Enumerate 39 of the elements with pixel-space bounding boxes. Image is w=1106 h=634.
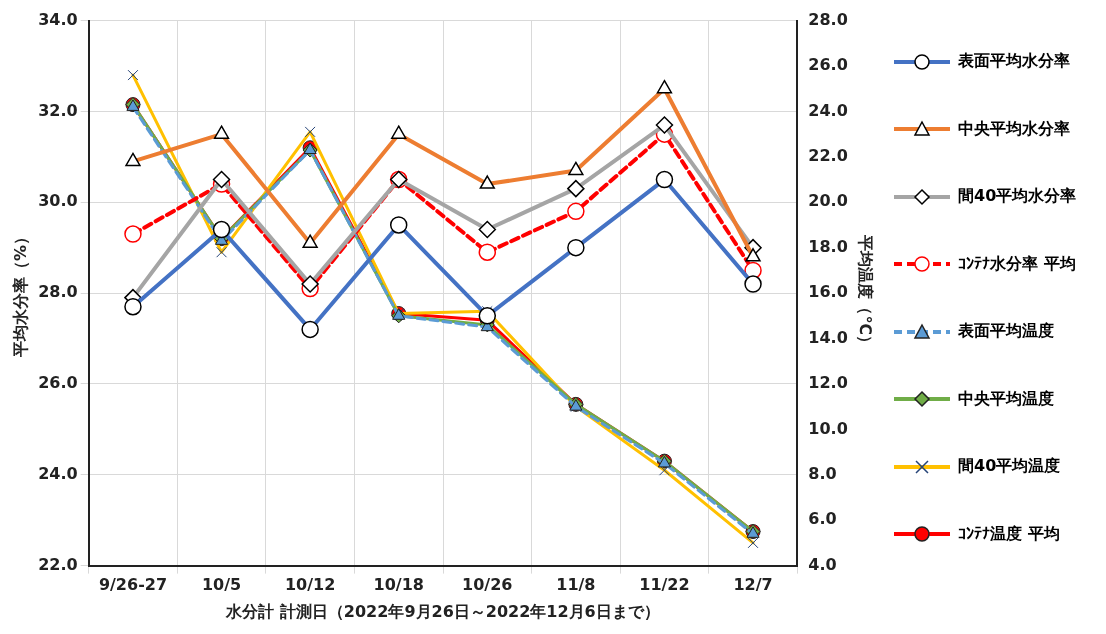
legend-label: 間40平均水分率	[958, 186, 1077, 208]
y2-axis-title: 平均温度（℃）	[856, 234, 876, 351]
legend-label: 表面平均水分率	[958, 51, 1070, 73]
y-tick-label: 28.0	[38, 282, 78, 302]
x-axis-title: 水分計 計測日（2022年9月26日～2022年12月6日まで）	[225, 601, 660, 621]
y-tick-label: 30.0	[38, 191, 78, 211]
y2-tick-label: 20.0	[808, 191, 848, 211]
x-tick-label: 9/26-27	[98, 575, 168, 595]
x-tick-label: 10/18	[373, 575, 424, 595]
y2-tick-label: 14.0	[808, 327, 848, 347]
y2-tick-label: 10.0	[808, 418, 848, 438]
legend-label: ｺﾝﾃﾅ温度 平均	[958, 523, 1060, 545]
x-tick-label: 10/12	[284, 575, 336, 595]
legend-label: ｺﾝﾃﾅ水分率 平均	[958, 253, 1076, 275]
y-tick-label: 24.0	[38, 463, 78, 483]
y-tick-label: 22.0	[38, 554, 78, 574]
y2-tick-label: 28.0	[808, 9, 848, 29]
x-tick-label: 10/26	[462, 575, 513, 595]
y2-tick-label: 12.0	[808, 373, 848, 393]
y2-tick-label: 16.0	[808, 282, 848, 302]
y2-tick-label: 22.0	[808, 146, 848, 166]
y2-tick-label: 8.0	[808, 463, 837, 483]
legend-label: 間40平均温度	[958, 456, 1061, 478]
y2-tick-label: 6.0	[808, 509, 837, 529]
y-tick-label: 32.0	[38, 100, 78, 120]
y-tick-label: 26.0	[38, 373, 78, 393]
y2-tick-label: 4.0	[808, 554, 837, 574]
y-tick-label: 34.0	[38, 9, 78, 29]
x-tick-label: 10/5	[201, 575, 242, 595]
y2-tick-label: 24.0	[808, 100, 848, 120]
x-tick-label: 11/22	[639, 575, 690, 595]
x-tick-label: 11/8	[556, 575, 596, 595]
y2-tick-label: 26.0	[808, 55, 848, 75]
y-axis-title: 平均水分率（%）	[10, 229, 30, 359]
y2-tick-label: 18.0	[808, 236, 848, 256]
legend-label: 中央平均温度	[958, 388, 1054, 410]
x-tick-label: 12/7	[733, 575, 773, 595]
legend-label: 中央平均水分率	[958, 118, 1070, 140]
legend-label: 表面平均温度	[958, 321, 1054, 343]
